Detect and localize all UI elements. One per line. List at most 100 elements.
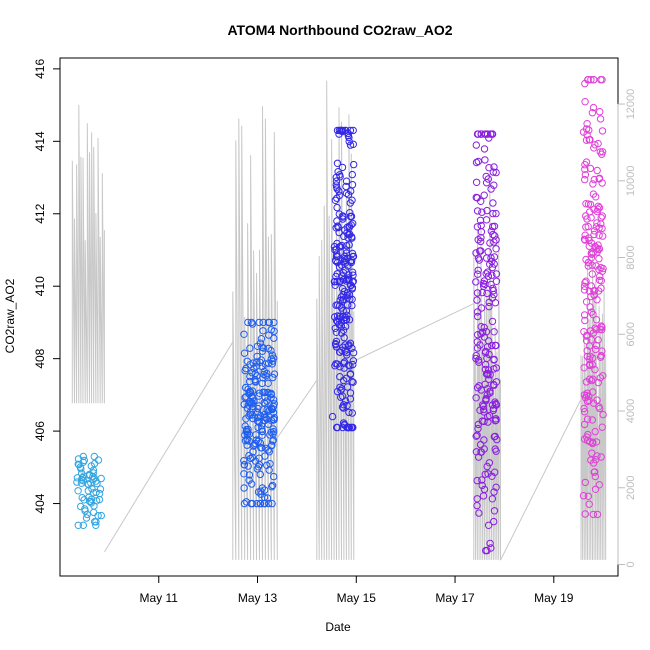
data-point [333,360,342,368]
data-point [343,351,351,359]
data-point [492,209,500,218]
data-point [583,352,592,361]
line-burst-1 [71,104,105,404]
data-point [474,266,482,274]
data-point [349,140,357,149]
data-point [582,200,590,208]
data-point [477,386,485,394]
data-point [244,401,253,409]
data-point [333,126,342,135]
data-point [590,468,598,476]
data-point [480,191,488,199]
data-point [593,207,601,216]
data-point [345,316,354,324]
data-point [480,408,488,416]
data-point [253,352,261,361]
data-point [341,256,349,264]
data-point [85,471,94,480]
data-point [342,189,351,198]
data-point [587,456,595,464]
data-point [255,389,264,397]
data-point [270,370,279,378]
data-point [342,177,351,185]
data-point [488,472,496,480]
data-point [335,130,343,138]
data-point [328,412,337,421]
x-tick-label: May 17 [435,591,475,605]
data-point [485,366,493,374]
data-point [480,485,489,494]
data-point [593,166,601,175]
data-point [590,291,598,299]
data-point [485,459,494,467]
data-point [488,495,497,503]
data-point [478,476,486,484]
data-point [240,484,248,492]
data-point [483,369,492,377]
data-point [332,181,340,189]
data-point [491,341,500,350]
y2-tick-label: 8000 [625,245,637,269]
data-point [263,494,272,502]
data-point [269,430,277,438]
data-point [597,352,605,360]
data-point [599,232,607,240]
data-point [588,416,596,424]
data-point [240,499,249,508]
data-point [596,148,604,156]
data-point [475,509,483,517]
data-point [243,357,252,365]
data-point [476,406,484,414]
data-point [245,476,253,484]
data-point [266,406,274,414]
data-point [583,415,592,423]
data-point [474,312,482,321]
line-burst-3 [316,80,355,560]
data-point [332,328,341,336]
data-point [477,197,485,206]
data-point [484,470,492,478]
data-point [330,242,339,251]
data-point [492,277,501,285]
data-point [489,199,497,207]
data-point [472,432,480,440]
data-point [345,275,353,284]
data-point [473,207,482,215]
data-point [240,457,248,465]
data-point [589,361,597,369]
data-point [257,444,265,452]
data-point [490,238,498,246]
data-point [247,318,256,327]
data-point [256,499,265,508]
data-point [268,483,276,491]
y-axis-label: CO2raw_AO2 [3,278,17,353]
data-point [484,272,493,280]
y-tick-label: 410 [33,276,47,296]
data-point [492,245,500,253]
data-point [492,364,500,372]
data-point [593,219,601,227]
data-point [270,416,278,424]
data-point [256,358,264,366]
data-point [492,236,500,244]
data-point [269,437,277,445]
data-point [594,139,602,148]
data-point [581,279,589,287]
data-point [580,404,588,413]
data-point [592,316,601,324]
data-point [586,352,594,360]
data-point [472,141,480,149]
data-point [590,144,598,152]
data-point [246,454,255,463]
data-point [474,254,483,262]
x-axis-label: Date [325,620,351,634]
data-point [348,181,357,189]
data-point [598,212,606,220]
data-point [594,378,602,387]
data-point [74,521,83,529]
data-point [477,130,485,138]
data-point [349,378,357,386]
data-point [599,410,607,419]
data-point [588,270,596,278]
y-tick-label: 408 [33,348,47,368]
